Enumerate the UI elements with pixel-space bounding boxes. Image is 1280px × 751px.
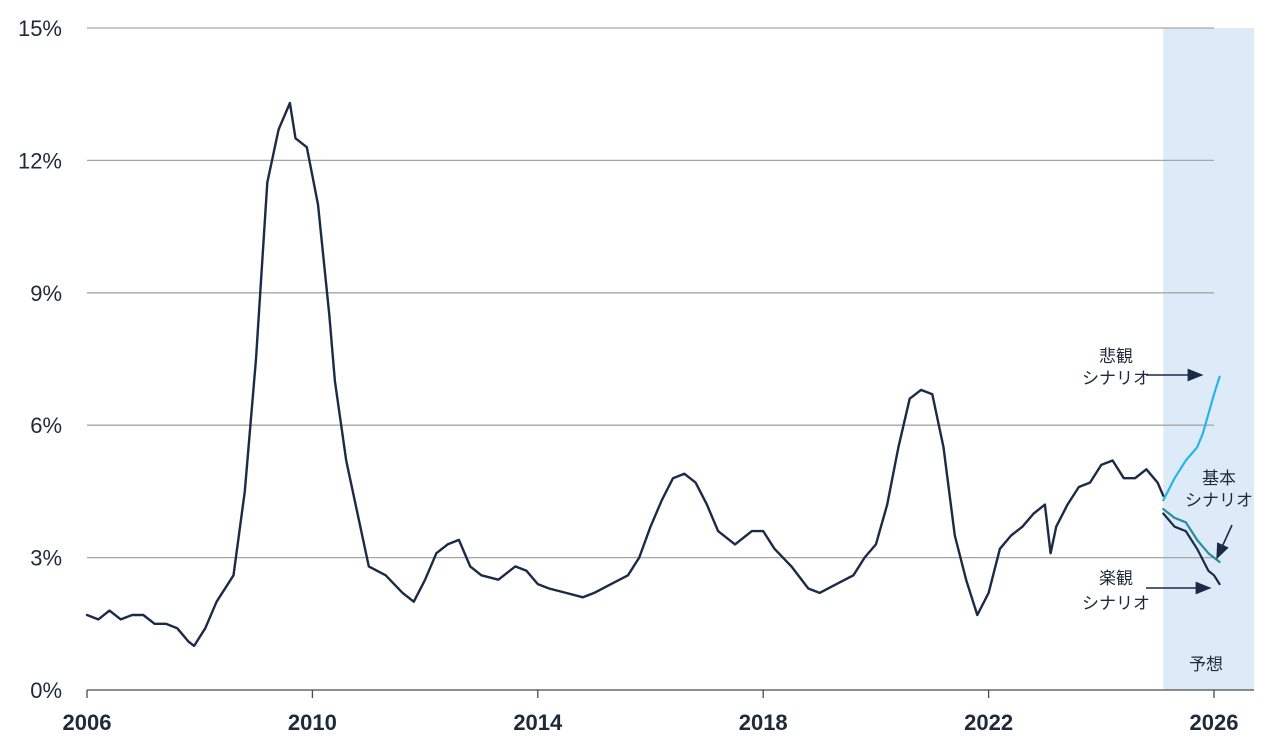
series-lines [85,101,1221,648]
x-tick-label: 2022 [964,710,1013,735]
y-tick-label: 15% [18,16,62,41]
x-tick-label: 2026 [1190,710,1239,735]
series-line-actual [85,101,1165,648]
annotation-arrows [1146,368,1233,595]
y-tick-labels: 0% 3% 6% 9% 12% 15% [18,16,62,703]
arrow-base [1216,524,1233,560]
series-line-optimistic [1162,512,1221,586]
y-tick-label: 6% [30,413,62,438]
annotation-pessimistic: 悲観 シナリオ [1082,347,1150,389]
forecast-label: 予想 [1189,655,1223,675]
annotation-optimistic-line2: シナリオ [1082,594,1150,614]
y-tick-label: 3% [30,546,62,571]
y-tick-label: 9% [30,281,62,306]
annotation-optimistic-line1: 楽観 [1099,569,1133,589]
x-tick-label: 2006 [63,710,112,735]
y-tick-label: 0% [30,678,62,703]
annotation-optimistic: 楽観 シナリオ [1082,569,1150,614]
annotation-pessimistic-line2: シナリオ [1082,369,1150,389]
grid-lines [87,27,1214,559]
annotation-base-line1: 基本 [1202,469,1236,489]
x-axis [86,689,1254,698]
series-line-pessimistic [1162,375,1221,502]
x-tick-label: 2010 [288,710,337,735]
annotation-base: 基本 シナリオ [1185,469,1253,511]
series-line-base [1162,508,1221,564]
forecast-region [1163,28,1254,690]
x-tick-labels: 2006 2010 2014 2018 2022 2026 [63,710,1239,735]
x-tick-label: 2014 [513,710,563,735]
annotation-pessimistic-line1: 悲観 [1099,347,1133,367]
x-tick-label: 2018 [739,710,788,735]
annotation-base-line2: シナリオ [1185,491,1253,511]
y-tick-label: 12% [18,148,62,173]
